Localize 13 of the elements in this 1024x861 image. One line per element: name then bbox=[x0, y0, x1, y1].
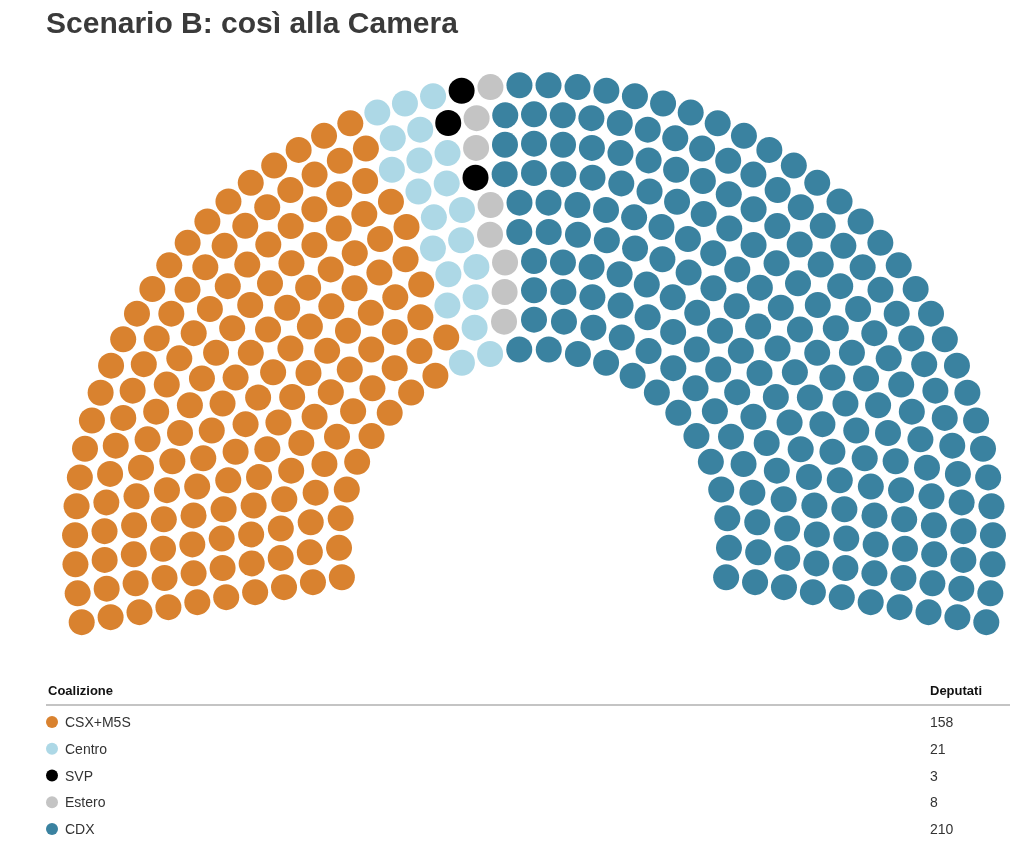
category-label: Centro bbox=[65, 741, 108, 757]
text: Deputati bbox=[930, 683, 982, 698]
category-label: CSX+M5S bbox=[65, 714, 131, 730]
category-label: Estero bbox=[65, 794, 106, 810]
legend-title: Coalizione bbox=[48, 683, 114, 698]
data-label: 3 bbox=[930, 768, 938, 784]
data-label: 158 bbox=[930, 714, 954, 730]
data-label: 8 bbox=[930, 794, 938, 810]
data-label: 21 bbox=[930, 741, 946, 757]
text: Scenario B: così alla Camera bbox=[46, 5, 459, 39]
data-label: 210 bbox=[930, 821, 954, 837]
category-label: SVP bbox=[65, 768, 94, 784]
category-label: CDX bbox=[65, 821, 96, 837]
